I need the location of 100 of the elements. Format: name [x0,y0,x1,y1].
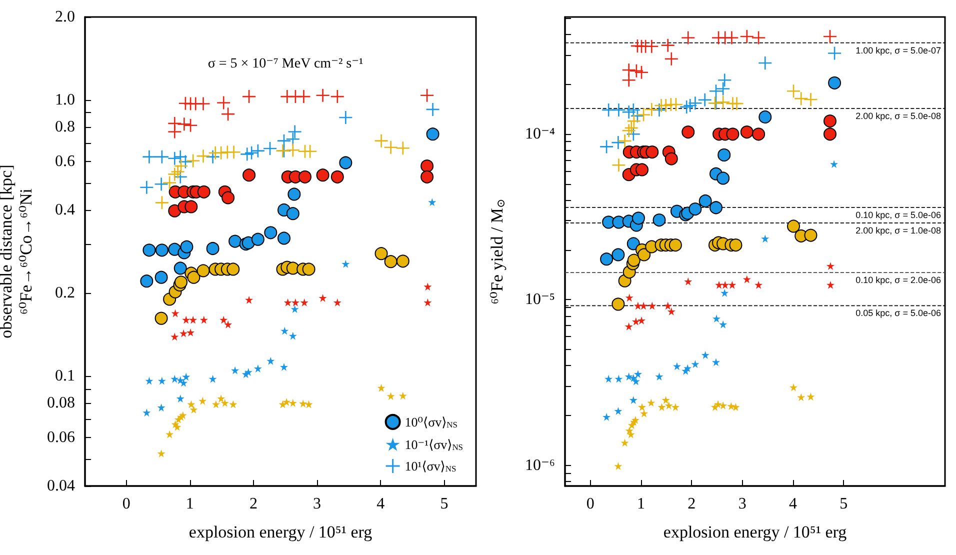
point [245,296,254,304]
x-tick-label: 0 [122,496,130,512]
point [634,302,642,310]
x-tick-label: 1 [186,496,194,512]
annotation: 1.00 kpc, σ = 5.0e-07 [856,45,941,56]
point [624,322,633,330]
point [787,220,800,233]
y-tick-label: 0.2 [55,284,75,302]
point [718,74,732,87]
point [190,406,198,414]
point [316,168,330,182]
x-tick-label: 5 [440,496,448,512]
point [170,332,179,341]
point [291,298,300,306]
point [721,280,730,289]
point [424,298,432,306]
point [638,403,646,411]
point [614,374,623,383]
point [612,248,625,262]
point [174,276,188,289]
point [288,125,302,138]
point [797,393,806,402]
point [170,374,179,383]
point [664,152,678,166]
point [719,401,728,410]
point [158,376,166,385]
point [282,398,291,406]
point [184,200,198,214]
point [264,226,278,240]
point [398,392,407,400]
point [742,275,751,284]
y-tick-label: 2.0 [55,8,75,26]
point [426,102,440,116]
point [339,156,352,170]
point [732,403,740,411]
point [298,170,312,184]
y-tick-label: 10⁻⁶ [524,456,555,474]
point [698,93,712,106]
point [168,204,182,218]
point [640,302,648,310]
point [330,170,344,184]
point [342,260,350,268]
point [280,326,289,335]
point [377,384,386,392]
point [155,150,168,164]
y-axis-title: observable distance [kpc] ⁶⁰Fe→⁶⁰Co→⁶⁰Ni [0,164,36,338]
point [171,165,184,178]
point [297,90,310,104]
point [142,244,156,257]
point [206,242,220,255]
x-tick-label: 1 [637,496,645,512]
point [826,280,834,289]
annotation: 0.10 kpc, σ = 2.0e-06 [856,275,941,286]
point [626,430,635,438]
point [602,412,611,421]
x-axis-title: explosion energy / 10⁵¹ erg [188,522,373,542]
point [154,270,168,284]
point [428,198,436,206]
point [752,128,766,141]
point [316,88,330,102]
point [300,298,308,306]
point [752,31,766,44]
point [251,232,264,246]
point [254,364,262,372]
point [286,207,300,220]
point [604,374,613,383]
point [212,400,220,408]
point [189,316,198,324]
point [636,163,649,176]
point [614,406,622,415]
point [288,332,297,340]
point [634,370,642,378]
point [424,282,432,291]
point [145,376,154,385]
point [672,362,681,370]
point [668,238,682,252]
point [251,144,264,158]
point [187,270,200,284]
point [725,31,738,44]
point [227,146,240,159]
point [173,422,182,431]
point [826,262,834,270]
point [758,56,772,70]
point [647,398,656,407]
x-tick-label: 3 [313,496,322,512]
point [157,403,166,412]
point [682,126,695,139]
point [217,394,226,402]
point [228,234,242,248]
y-tick-label: 0.1 [55,368,75,385]
annotation: 2.00 kpc, σ = 5.0e-08 [856,110,941,121]
point [691,360,700,368]
point [220,398,229,407]
point [638,248,651,262]
point [154,178,168,191]
point [155,244,168,257]
point [626,237,640,250]
point [632,377,640,386]
point [288,188,301,201]
point [180,378,188,387]
